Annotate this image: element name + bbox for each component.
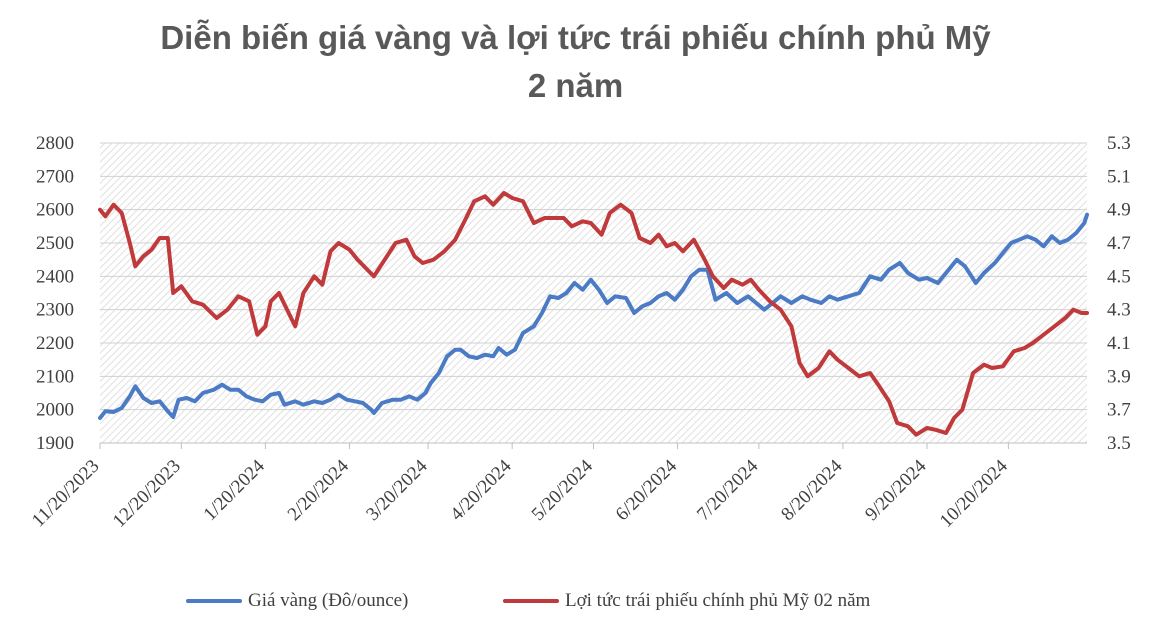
legend: Giá vàng (Đô/ounce) Lợi tức trái phiếu c… xyxy=(0,590,1151,618)
right-tick-label: 4.3 xyxy=(1107,300,1131,321)
right-tick-label: 4.1 xyxy=(1107,333,1131,354)
left-tick-label: 2000 xyxy=(36,400,74,421)
left-axis-ticks: 1900 2000 2100 2200 2300 2400 2500 2600 2700 2800 xyxy=(36,133,74,454)
series-line-yield xyxy=(98,191,1089,437)
left-tick-label: 2300 xyxy=(36,300,74,321)
right-tick-label: 4.9 xyxy=(1107,200,1131,221)
left-tick-label: 2600 xyxy=(36,200,74,221)
right-tick-label: 3.7 xyxy=(1107,400,1131,421)
x-tick-label: 3/20/2024 xyxy=(362,455,432,525)
plot-area xyxy=(100,143,1087,443)
x-tick-label: 11/20/2023 xyxy=(28,456,104,532)
x-tick-label: 8/20/2024 xyxy=(777,455,847,525)
gridlines xyxy=(100,142,1087,444)
chart-svg: 1900 2000 2100 2200 2300 2400 2500 2600 2700 2800… xyxy=(28,133,1131,532)
left-tick-label: 2700 xyxy=(36,166,74,187)
legend-item-gold: Giá vàng (Đô/ounce) xyxy=(186,590,408,612)
legend-label-gold: Giá vàng (Đô/ounce) xyxy=(248,590,409,611)
right-tick-label: 4.5 xyxy=(1107,266,1131,287)
x-tick-label: 5/20/2024 xyxy=(528,455,598,525)
left-tick-label: 2800 xyxy=(36,133,74,154)
x-tick-label: 6/20/2024 xyxy=(612,455,682,525)
x-tick-label: 7/20/2024 xyxy=(693,455,763,525)
right-tick-label: 4.7 xyxy=(1107,233,1131,254)
chart-title-line-2: 2 năm xyxy=(527,67,624,104)
series-line-gold xyxy=(98,212,1089,420)
right-tick-label: 3.5 xyxy=(1107,433,1131,454)
x-tick-label: 4/20/2024 xyxy=(446,455,516,525)
right-tick-label: 3.9 xyxy=(1107,366,1131,387)
left-tick-label: 2200 xyxy=(36,333,74,354)
left-tick-label: 1900 xyxy=(36,433,74,454)
right-tick-label: 5.3 xyxy=(1107,133,1131,154)
left-tick-label: 2400 xyxy=(36,266,74,287)
legend-item-yield: Lợi tức trái phiếu chính phủ Mỹ 02 năm xyxy=(503,590,870,612)
chart-title-line-1: Diễn biến giá vàng và lợi tức trái phiếu… xyxy=(160,19,991,56)
x-tick-label: 1/20/2024 xyxy=(200,455,270,525)
legend-swatch-gold xyxy=(186,599,242,603)
right-axis-ticks: 3.5 3.7 3.9 4.1 4.3 4.5 4.7 4.9 5.1 5.3 xyxy=(1107,133,1131,454)
x-tick-label: 9/20/2024 xyxy=(861,455,931,525)
series-layer xyxy=(98,191,1089,437)
legend-swatch-yield xyxy=(503,599,559,603)
x-tick-label: 12/20/2023 xyxy=(109,456,185,532)
left-tick-label: 2100 xyxy=(36,366,74,387)
chart-title: Diễn biến giá vàng và lợi tức trái phiếu… xyxy=(0,14,1151,110)
right-tick-label: 5.1 xyxy=(1107,166,1131,187)
x-tick-label: 10/20/2024 xyxy=(936,455,1012,531)
x-axis-ticks: 11/20/2023 12/20/2023 1/20/2024 2/20/2024 3/… xyxy=(28,442,1087,532)
left-tick-label: 2500 xyxy=(36,233,74,254)
legend-label-yield: Lợi tức trái phiếu chính phủ Mỹ 02 năm xyxy=(565,590,871,611)
x-tick-label: 2/20/2024 xyxy=(284,455,354,525)
